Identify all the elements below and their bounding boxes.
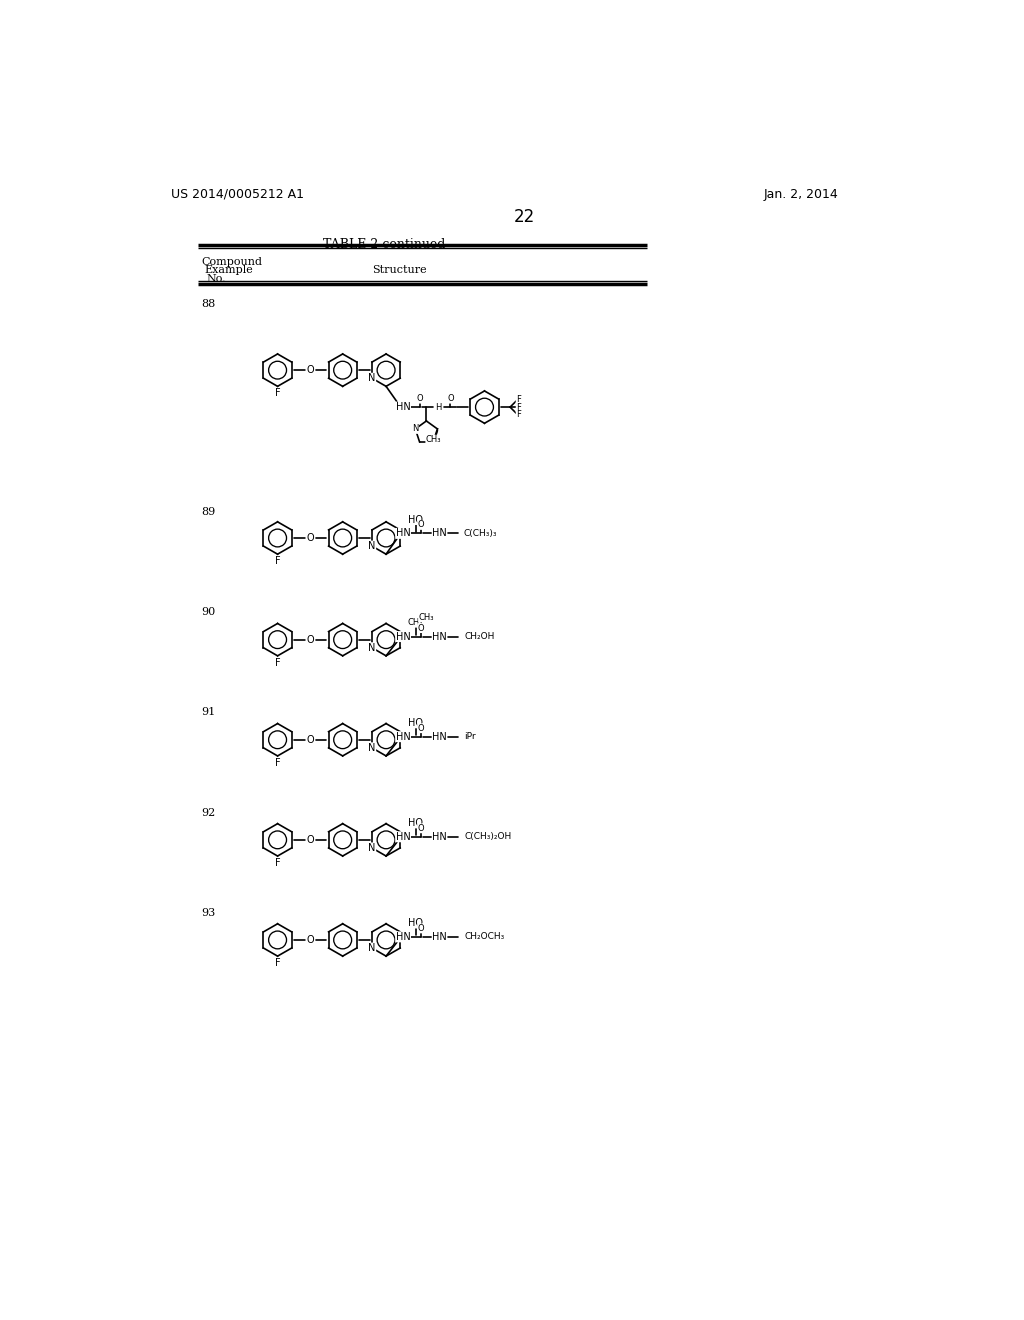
Text: HN: HN — [432, 932, 446, 942]
Text: iPr: iPr — [464, 733, 476, 741]
Text: HN: HN — [432, 731, 446, 742]
Text: F: F — [274, 388, 281, 399]
Text: CH₂OH: CH₂OH — [464, 632, 495, 642]
Text: O: O — [306, 735, 314, 744]
Text: O: O — [417, 395, 424, 403]
Text: N: N — [430, 437, 436, 446]
Text: F: F — [274, 657, 281, 668]
Text: HN: HN — [395, 528, 411, 539]
Text: O: O — [418, 520, 424, 529]
Text: 90: 90 — [202, 607, 216, 618]
Text: 92: 92 — [202, 808, 216, 817]
Text: F: F — [274, 958, 281, 968]
Text: O: O — [418, 723, 424, 733]
Text: O: O — [418, 824, 424, 833]
Text: HN: HN — [432, 631, 446, 642]
Text: N: N — [369, 374, 376, 383]
Text: O: O — [306, 935, 314, 945]
Text: HN: HN — [432, 528, 446, 539]
Text: N: N — [369, 643, 376, 652]
Text: Example: Example — [204, 265, 253, 276]
Text: Structure: Structure — [372, 265, 427, 276]
Text: O: O — [418, 623, 424, 632]
Text: No.: No. — [206, 275, 226, 284]
Text: 88: 88 — [202, 298, 216, 309]
Text: F: F — [516, 395, 521, 404]
Text: HO: HO — [408, 818, 423, 828]
Text: CH₃: CH₃ — [408, 618, 423, 627]
Text: US 2014/0005212 A1: US 2014/0005212 A1 — [171, 187, 304, 201]
Text: HN: HN — [395, 631, 411, 642]
Text: CH₃: CH₃ — [426, 436, 441, 445]
Text: Jan. 2, 2014: Jan. 2, 2014 — [764, 187, 839, 201]
Text: C(CH₃)₃: C(CH₃)₃ — [464, 529, 497, 537]
Text: N: N — [369, 843, 376, 853]
Text: HN: HN — [395, 832, 411, 842]
Text: O: O — [447, 395, 454, 403]
Text: O: O — [418, 924, 424, 933]
Text: HO: HO — [408, 917, 423, 928]
Text: Compound: Compound — [202, 257, 262, 267]
Text: O: O — [306, 834, 314, 845]
Text: 22: 22 — [514, 209, 536, 227]
Text: 91: 91 — [202, 708, 216, 717]
Text: HN: HN — [395, 403, 411, 412]
Text: F: F — [274, 758, 281, 768]
Text: CH₃: CH₃ — [419, 612, 434, 622]
Text: HO: HO — [408, 515, 423, 524]
Text: HN: HN — [395, 731, 411, 742]
Text: N: N — [369, 743, 376, 752]
Text: F: F — [274, 556, 281, 566]
Text: O: O — [306, 635, 314, 644]
Text: HN: HN — [395, 932, 411, 942]
Text: N: N — [369, 942, 376, 953]
Text: F: F — [516, 403, 521, 412]
Text: 93: 93 — [202, 908, 216, 917]
Text: 89: 89 — [202, 507, 216, 517]
Text: TABLE 2-continued: TABLE 2-continued — [323, 238, 445, 251]
Text: F: F — [274, 858, 281, 869]
Text: CH₂OCH₃: CH₂OCH₃ — [464, 932, 505, 941]
Text: N: N — [412, 425, 419, 433]
Text: O: O — [306, 533, 314, 543]
Text: N: N — [369, 541, 376, 550]
Text: F: F — [516, 411, 521, 420]
Text: O: O — [306, 366, 314, 375]
Text: HN: HN — [432, 832, 446, 842]
Text: HO: HO — [408, 718, 423, 727]
Text: H: H — [435, 403, 442, 412]
Text: C(CH₃)₂OH: C(CH₃)₂OH — [464, 833, 512, 841]
